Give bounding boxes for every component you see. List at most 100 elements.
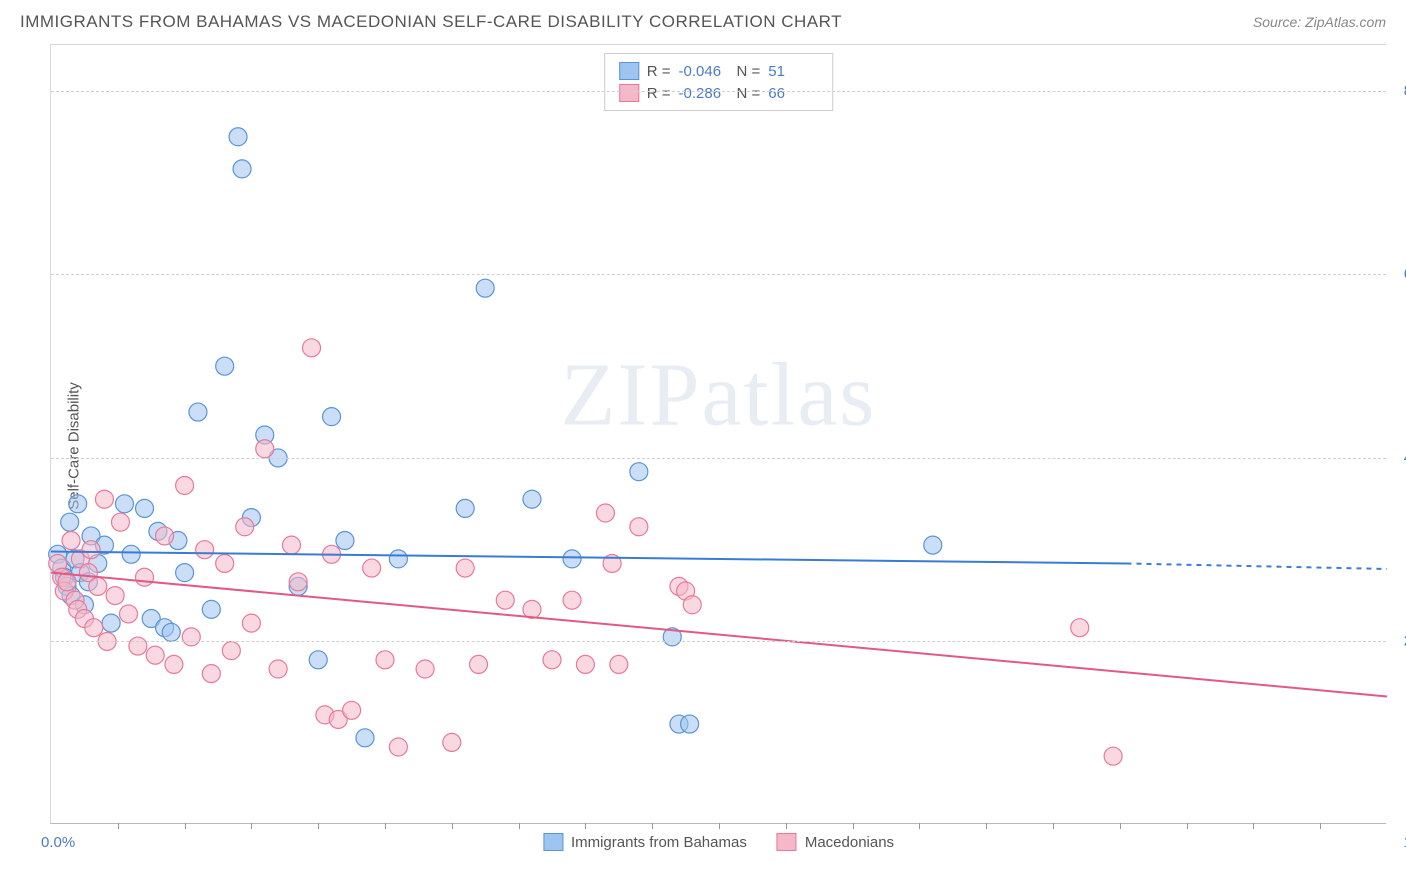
legend-series-label: Immigrants from Bahamas [571,834,747,851]
data-point [476,279,494,297]
data-point [61,513,79,531]
data-point [596,504,614,522]
legend-stats: R = -0.046 N = 51 R = -0.286 N = 66 [604,53,834,111]
data-point [222,642,240,660]
legend-stat-row: R = -0.046 N = 51 [619,60,819,82]
trend-line-dashed [1126,563,1387,569]
data-point [343,701,361,719]
legend-n-label: N = [737,85,761,102]
trend-line [51,573,1387,697]
x-tick-mark [719,823,720,829]
legend-n-value: 66 [768,85,818,102]
data-point [683,596,701,614]
data-point [122,545,140,563]
data-point [470,655,488,673]
data-point [523,490,541,508]
data-point [363,559,381,577]
data-point [610,655,628,673]
data-point [111,513,129,531]
data-point [115,495,133,513]
x-tick-mark [1120,823,1121,829]
data-point [336,532,354,550]
data-point [216,554,234,572]
data-point [189,403,207,421]
data-point [196,541,214,559]
chart-title: IMMIGRANTS FROM BAHAMAS VS MACEDONIAN SE… [20,12,842,32]
data-point [146,646,164,664]
data-point [102,614,120,632]
legend-stat-row: R = -0.286 N = 66 [619,82,819,104]
data-point [136,568,154,586]
data-point [182,628,200,646]
data-point [119,605,137,623]
data-point [496,591,514,609]
legend-swatch [619,84,639,102]
data-point [563,550,581,568]
data-point [82,541,100,559]
data-point [443,733,461,751]
data-point [576,655,594,673]
data-point [162,623,180,641]
data-point [389,738,407,756]
data-point [229,128,247,146]
x-tick-mark [986,823,987,829]
data-point [416,660,434,678]
x-tick-mark [185,823,186,829]
data-point [176,476,194,494]
data-point [630,463,648,481]
data-point [376,651,394,669]
x-tick-mark [118,823,119,829]
data-point [136,499,154,517]
x-tick-mark [786,823,787,829]
data-point [309,651,327,669]
data-point [233,160,251,178]
legend-n-value: 51 [768,63,818,80]
legend-swatch [543,833,563,851]
data-point [156,527,174,545]
data-point [1104,747,1122,765]
x-tick-mark [1320,823,1321,829]
data-point [323,408,341,426]
scatter-svg [51,45,1386,823]
data-point [303,339,321,357]
data-point [202,600,220,618]
data-point [202,665,220,683]
plot-area: ZIPatlas R = -0.046 N = 51 R = -0.286 N … [50,44,1386,824]
data-point [289,573,307,591]
header: IMMIGRANTS FROM BAHAMAS VS MACEDONIAN SE… [0,0,1406,40]
legend-series-label: Macedonians [805,834,894,851]
trend-line [51,552,1126,564]
gridline [51,274,1386,275]
data-point [242,614,260,632]
x-tick-mark [452,823,453,829]
x-tick-mark [251,823,252,829]
legend-n-label: N = [737,63,761,80]
data-point [256,440,274,458]
data-point [62,532,80,550]
legend-r-label: R = [647,63,671,80]
source-attribution: Source: ZipAtlas.com [1253,14,1386,30]
data-point [456,499,474,517]
data-point [95,490,113,508]
x-tick-min: 0.0% [41,834,75,851]
x-tick-mark [385,823,386,829]
data-point [681,715,699,733]
data-point [356,729,374,747]
x-tick-mark [585,823,586,829]
x-tick-mark [652,823,653,829]
data-point [89,577,107,595]
legend-series-item: Macedonians [777,833,894,851]
x-tick-mark [519,823,520,829]
data-point [630,518,648,536]
data-point [236,518,254,536]
legend-r-label: R = [647,85,671,102]
legend-swatch [619,62,639,80]
gridline [51,91,1386,92]
data-point [106,587,124,605]
x-tick-mark [1253,823,1254,829]
legend-r-value: -0.046 [679,63,729,80]
legend-r-value: -0.286 [679,85,729,102]
x-tick-mark [853,823,854,829]
x-tick-mark [919,823,920,829]
data-point [389,550,407,568]
